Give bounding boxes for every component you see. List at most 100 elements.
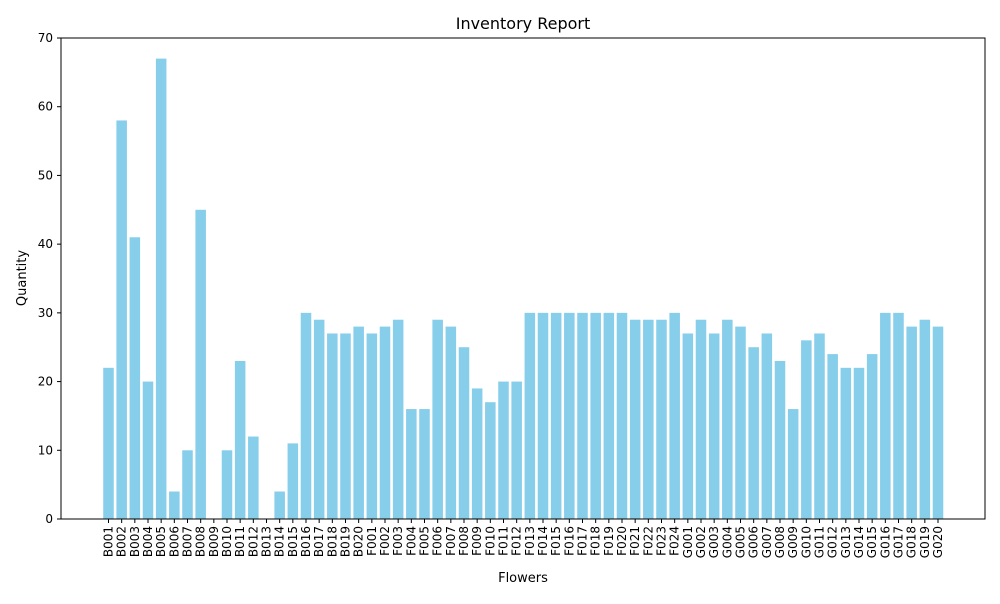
bar-G012 — [827, 354, 838, 519]
x-tick-label: B019 — [339, 526, 353, 557]
bar-G008 — [774, 360, 786, 519]
x-tick-label: G017 — [892, 526, 906, 558]
bar-B006 — [169, 491, 180, 519]
bar-B005 — [155, 58, 167, 520]
bar-G017 — [893, 312, 904, 519]
bar-B007 — [182, 450, 193, 519]
x-tick-label: F008 — [457, 526, 471, 556]
bar-F015 — [550, 312, 562, 519]
x-tick-label: G009 — [786, 526, 800, 558]
bar-G014 — [853, 367, 865, 519]
bars-group — [103, 58, 944, 520]
x-tick-label: F024 — [668, 526, 682, 556]
x-tick-label: B014 — [273, 526, 287, 557]
bar-F018 — [590, 312, 601, 519]
bar-G013 — [840, 367, 852, 519]
bar-F008 — [458, 347, 470, 519]
x-tick-label: F010 — [483, 526, 497, 556]
x-tick-label: G018 — [905, 526, 919, 558]
x-tick-label: B016 — [299, 526, 313, 557]
x-tick-label: F011 — [497, 526, 511, 556]
x-tick-label: F018 — [589, 526, 603, 556]
y-axis-label: Quantity — [15, 250, 30, 306]
bar-F001 — [366, 333, 378, 519]
bar-B001 — [103, 367, 114, 519]
y-axis-ticks: 0 10 20 30 40 50 60 70 — [38, 31, 61, 526]
bar-B018 — [327, 333, 338, 519]
y-tick-label: 70 — [38, 31, 53, 45]
bar-F003 — [392, 319, 404, 519]
bar-F010 — [485, 402, 496, 519]
bar-F024 — [669, 312, 680, 519]
x-tick-label: G010 — [799, 526, 813, 558]
x-tick-label: B007 — [181, 526, 195, 557]
x-tick-label: G004 — [720, 526, 734, 558]
bar-F019 — [603, 312, 615, 519]
x-tick-label: F001 — [365, 526, 379, 556]
bar-F002 — [379, 326, 391, 519]
bar-F012 — [511, 381, 522, 519]
x-tick-label: G005 — [734, 526, 748, 558]
bar-F006 — [432, 319, 443, 519]
x-tick-label: G008 — [773, 526, 787, 558]
x-tick-label: B005 — [154, 526, 168, 557]
bar-B020 — [353, 326, 364, 519]
bar-B003 — [129, 237, 141, 519]
x-tick-label: F005 — [418, 526, 432, 556]
bar-F007 — [445, 326, 457, 519]
bar-F004 — [406, 409, 417, 519]
x-tick-label: G003 — [707, 526, 721, 558]
x-tick-label: F012 — [510, 526, 524, 556]
bar-F023 — [656, 319, 667, 519]
bar-G019 — [919, 319, 931, 519]
x-tick-label: G014 — [852, 526, 866, 558]
x-tick-label: F019 — [602, 526, 616, 556]
y-tick-label: 60 — [38, 100, 53, 114]
x-tick-label: F006 — [431, 526, 445, 556]
x-tick-label: B020 — [352, 526, 366, 557]
x-tick-label: F003 — [391, 526, 405, 556]
x-tick-label: B013 — [260, 526, 274, 557]
x-axis-label: Flowers — [498, 571, 548, 586]
bar-F014 — [537, 312, 549, 519]
bar-F013 — [524, 312, 536, 519]
bar-G011 — [814, 333, 825, 519]
bar-G003 — [708, 333, 720, 519]
x-tick-label: F016 — [562, 526, 576, 556]
x-tick-label: F015 — [549, 526, 563, 556]
bar-B019 — [340, 333, 351, 519]
bar-G002 — [695, 319, 707, 519]
bar-B012 — [248, 436, 259, 519]
x-tick-label: F023 — [655, 526, 669, 556]
x-tick-label: F013 — [523, 526, 537, 556]
x-tick-label: B006 — [167, 526, 181, 557]
x-tick-label: B015 — [286, 526, 300, 557]
y-tick-label: 20 — [38, 375, 53, 389]
x-tick-label: G020 — [931, 526, 945, 558]
chart-title: Inventory Report — [456, 14, 591, 33]
bar-G007 — [761, 333, 773, 519]
x-tick-label: F004 — [404, 526, 418, 556]
bar-G005 — [735, 326, 746, 519]
x-tick-label: B008 — [194, 526, 208, 557]
y-tick-label: 50 — [38, 168, 53, 182]
bar-F017 — [577, 312, 588, 519]
x-tick-label: B003 — [128, 526, 142, 557]
bar-B016 — [300, 312, 312, 519]
x-tick-label: F021 — [628, 526, 642, 556]
x-tick-label: G007 — [760, 526, 774, 558]
x-axis-ticks: B001 B002 B003 B004 B005 B006 B007 B008 B009 B010… — [102, 519, 945, 558]
x-tick-label: B017 — [312, 526, 326, 557]
x-tick-label: F009 — [470, 526, 484, 556]
bar-G018 — [906, 326, 917, 519]
y-tick-label: 40 — [38, 237, 53, 251]
bar-B017 — [313, 319, 325, 519]
bar-G004 — [722, 319, 733, 519]
bar-B011 — [234, 360, 246, 519]
x-tick-label: F022 — [641, 526, 655, 556]
x-tick-label: G002 — [694, 526, 708, 558]
x-tick-label: G016 — [878, 526, 892, 558]
bar-B014 — [274, 491, 285, 519]
